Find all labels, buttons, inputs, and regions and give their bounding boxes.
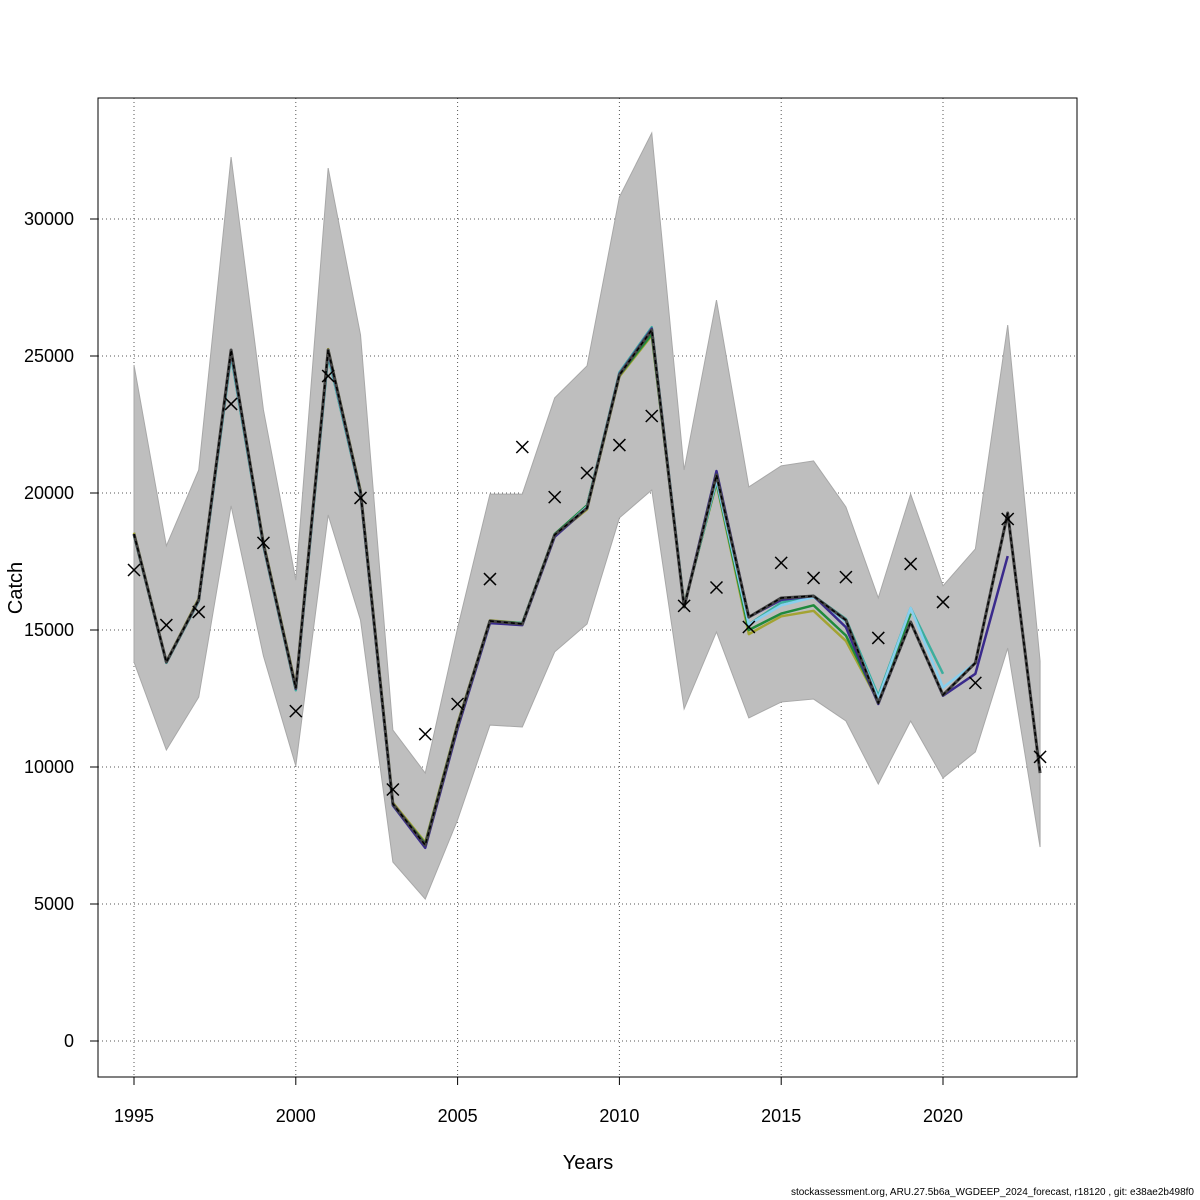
y-tick-label: 5000 (34, 894, 74, 914)
observed-point (353, 491, 368, 505)
y-tick-label: 0 (64, 1031, 74, 1051)
observed-point (418, 727, 432, 741)
x-tick-label: 2005 (438, 1106, 478, 1126)
observed-point (548, 490, 562, 504)
y-tick-label: 30000 (24, 209, 74, 229)
y-axis-label: Catch (5, 562, 27, 614)
observed-point (742, 620, 756, 634)
observed-point (936, 595, 950, 609)
y-tick-label: 15000 (24, 620, 74, 640)
observed-point (709, 580, 724, 595)
y-tick-label: 25000 (24, 346, 74, 366)
observed-point (483, 572, 497, 586)
observed-point (645, 409, 659, 423)
observed-point (451, 697, 465, 711)
x-tick-label: 2020 (923, 1106, 963, 1126)
confidence-band-area (133, 131, 1041, 901)
observed-point (807, 571, 821, 585)
x-tick-label: 2000 (276, 1106, 316, 1126)
x-tick-label: 2015 (761, 1106, 801, 1126)
observed-point (677, 599, 691, 613)
observed-point (612, 438, 626, 452)
observed-point (580, 466, 594, 480)
observed-point (224, 397, 238, 411)
footer-source: stockassessment.org, ARU.27.5b6a_WGDEEP_… (790, 1187, 1194, 1198)
observed-point (256, 536, 270, 550)
observed-point (321, 369, 335, 383)
observed-point (1001, 512, 1015, 526)
observed-point (839, 570, 853, 584)
observed-point (871, 631, 885, 645)
observed-points (127, 369, 1047, 796)
series-line-dash (133, 327, 1041, 847)
confidence-band (133, 131, 1041, 901)
x-tick-label: 1995 (114, 1106, 154, 1126)
observed-point (904, 557, 918, 571)
observed-point (774, 556, 788, 570)
observed-point (192, 605, 206, 619)
y-tick-label: 10000 (24, 757, 74, 777)
observed-point (289, 704, 303, 718)
observed-point (159, 618, 173, 632)
observed-point (1033, 750, 1047, 764)
observed-point (386, 782, 400, 796)
plot-frame (97, 97, 1078, 1078)
y-tick-label: 20000 (24, 483, 74, 503)
observed-point (515, 440, 529, 454)
x-tick-label: 2010 (599, 1106, 639, 1126)
x-axis-label: Years (563, 1152, 613, 1174)
observed-point (127, 563, 141, 577)
axes: 1995 2000 2005 2010 2015 2020 0 5000 10000 15000 2… (24, 209, 963, 1126)
observed-point (968, 676, 982, 690)
